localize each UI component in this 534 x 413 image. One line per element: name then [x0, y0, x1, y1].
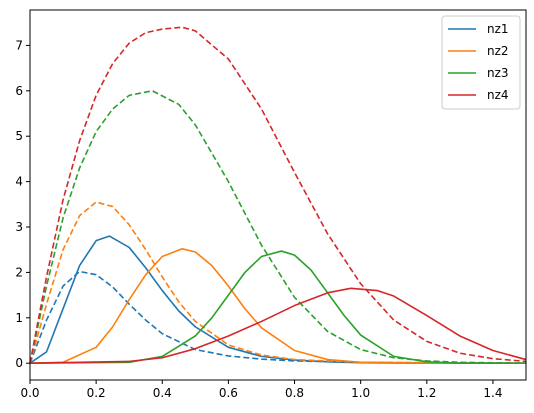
- series-line-nz2-solid: [29, 248, 526, 364]
- series-line-nz4-dashed: [29, 26, 527, 364]
- y-tick-label: 3: [15, 220, 23, 234]
- legend-label-nz1: nz1: [487, 22, 509, 36]
- legend-label-nz2: nz2: [487, 44, 509, 58]
- y-tick-label: 7: [15, 38, 23, 52]
- series-line-nz3-dashed: [29, 90, 527, 364]
- x-tick-label: 0.6: [219, 386, 238, 400]
- series-line-nz2-dashed: [29, 201, 527, 364]
- x-tick-label: 1.2: [417, 386, 436, 400]
- axes-frame: [29, 9, 527, 381]
- x-tick-label: 0.2: [87, 386, 106, 400]
- series-line-nz4-solid: [29, 287, 527, 364]
- y-axis: 0 1 2 3 4 5 6 7: [15, 38, 30, 370]
- x-tick-label: 1.4: [483, 386, 502, 400]
- legend-label-nz4: nz4: [487, 88, 509, 102]
- y-tick-label: 6: [15, 84, 23, 98]
- series-line-nz3-solid: [29, 250, 526, 364]
- x-tick-label: 0.4: [153, 386, 172, 400]
- plot-area: [29, 26, 527, 364]
- y-tick-label: 5: [15, 129, 23, 143]
- series-line-nz1-solid: [29, 235, 526, 364]
- legend-box: [441, 15, 521, 110]
- legend: nz1 nz2 nz3 nz4: [441, 15, 521, 110]
- x-tick-label: 0.0: [20, 386, 39, 400]
- y-tick-label: 2: [15, 265, 23, 279]
- x-tick-label: 1.0: [351, 386, 370, 400]
- x-tick-label: 0.8: [285, 386, 304, 400]
- x-axis: 0.0 0.2 0.4 0.6 0.8 1.0 1.2 1.4: [20, 380, 502, 400]
- y-tick-label: 4: [15, 175, 23, 189]
- y-tick-label: 1: [15, 311, 23, 325]
- y-tick-label: 0: [15, 356, 23, 370]
- legend-label-nz3: nz3: [487, 66, 509, 80]
